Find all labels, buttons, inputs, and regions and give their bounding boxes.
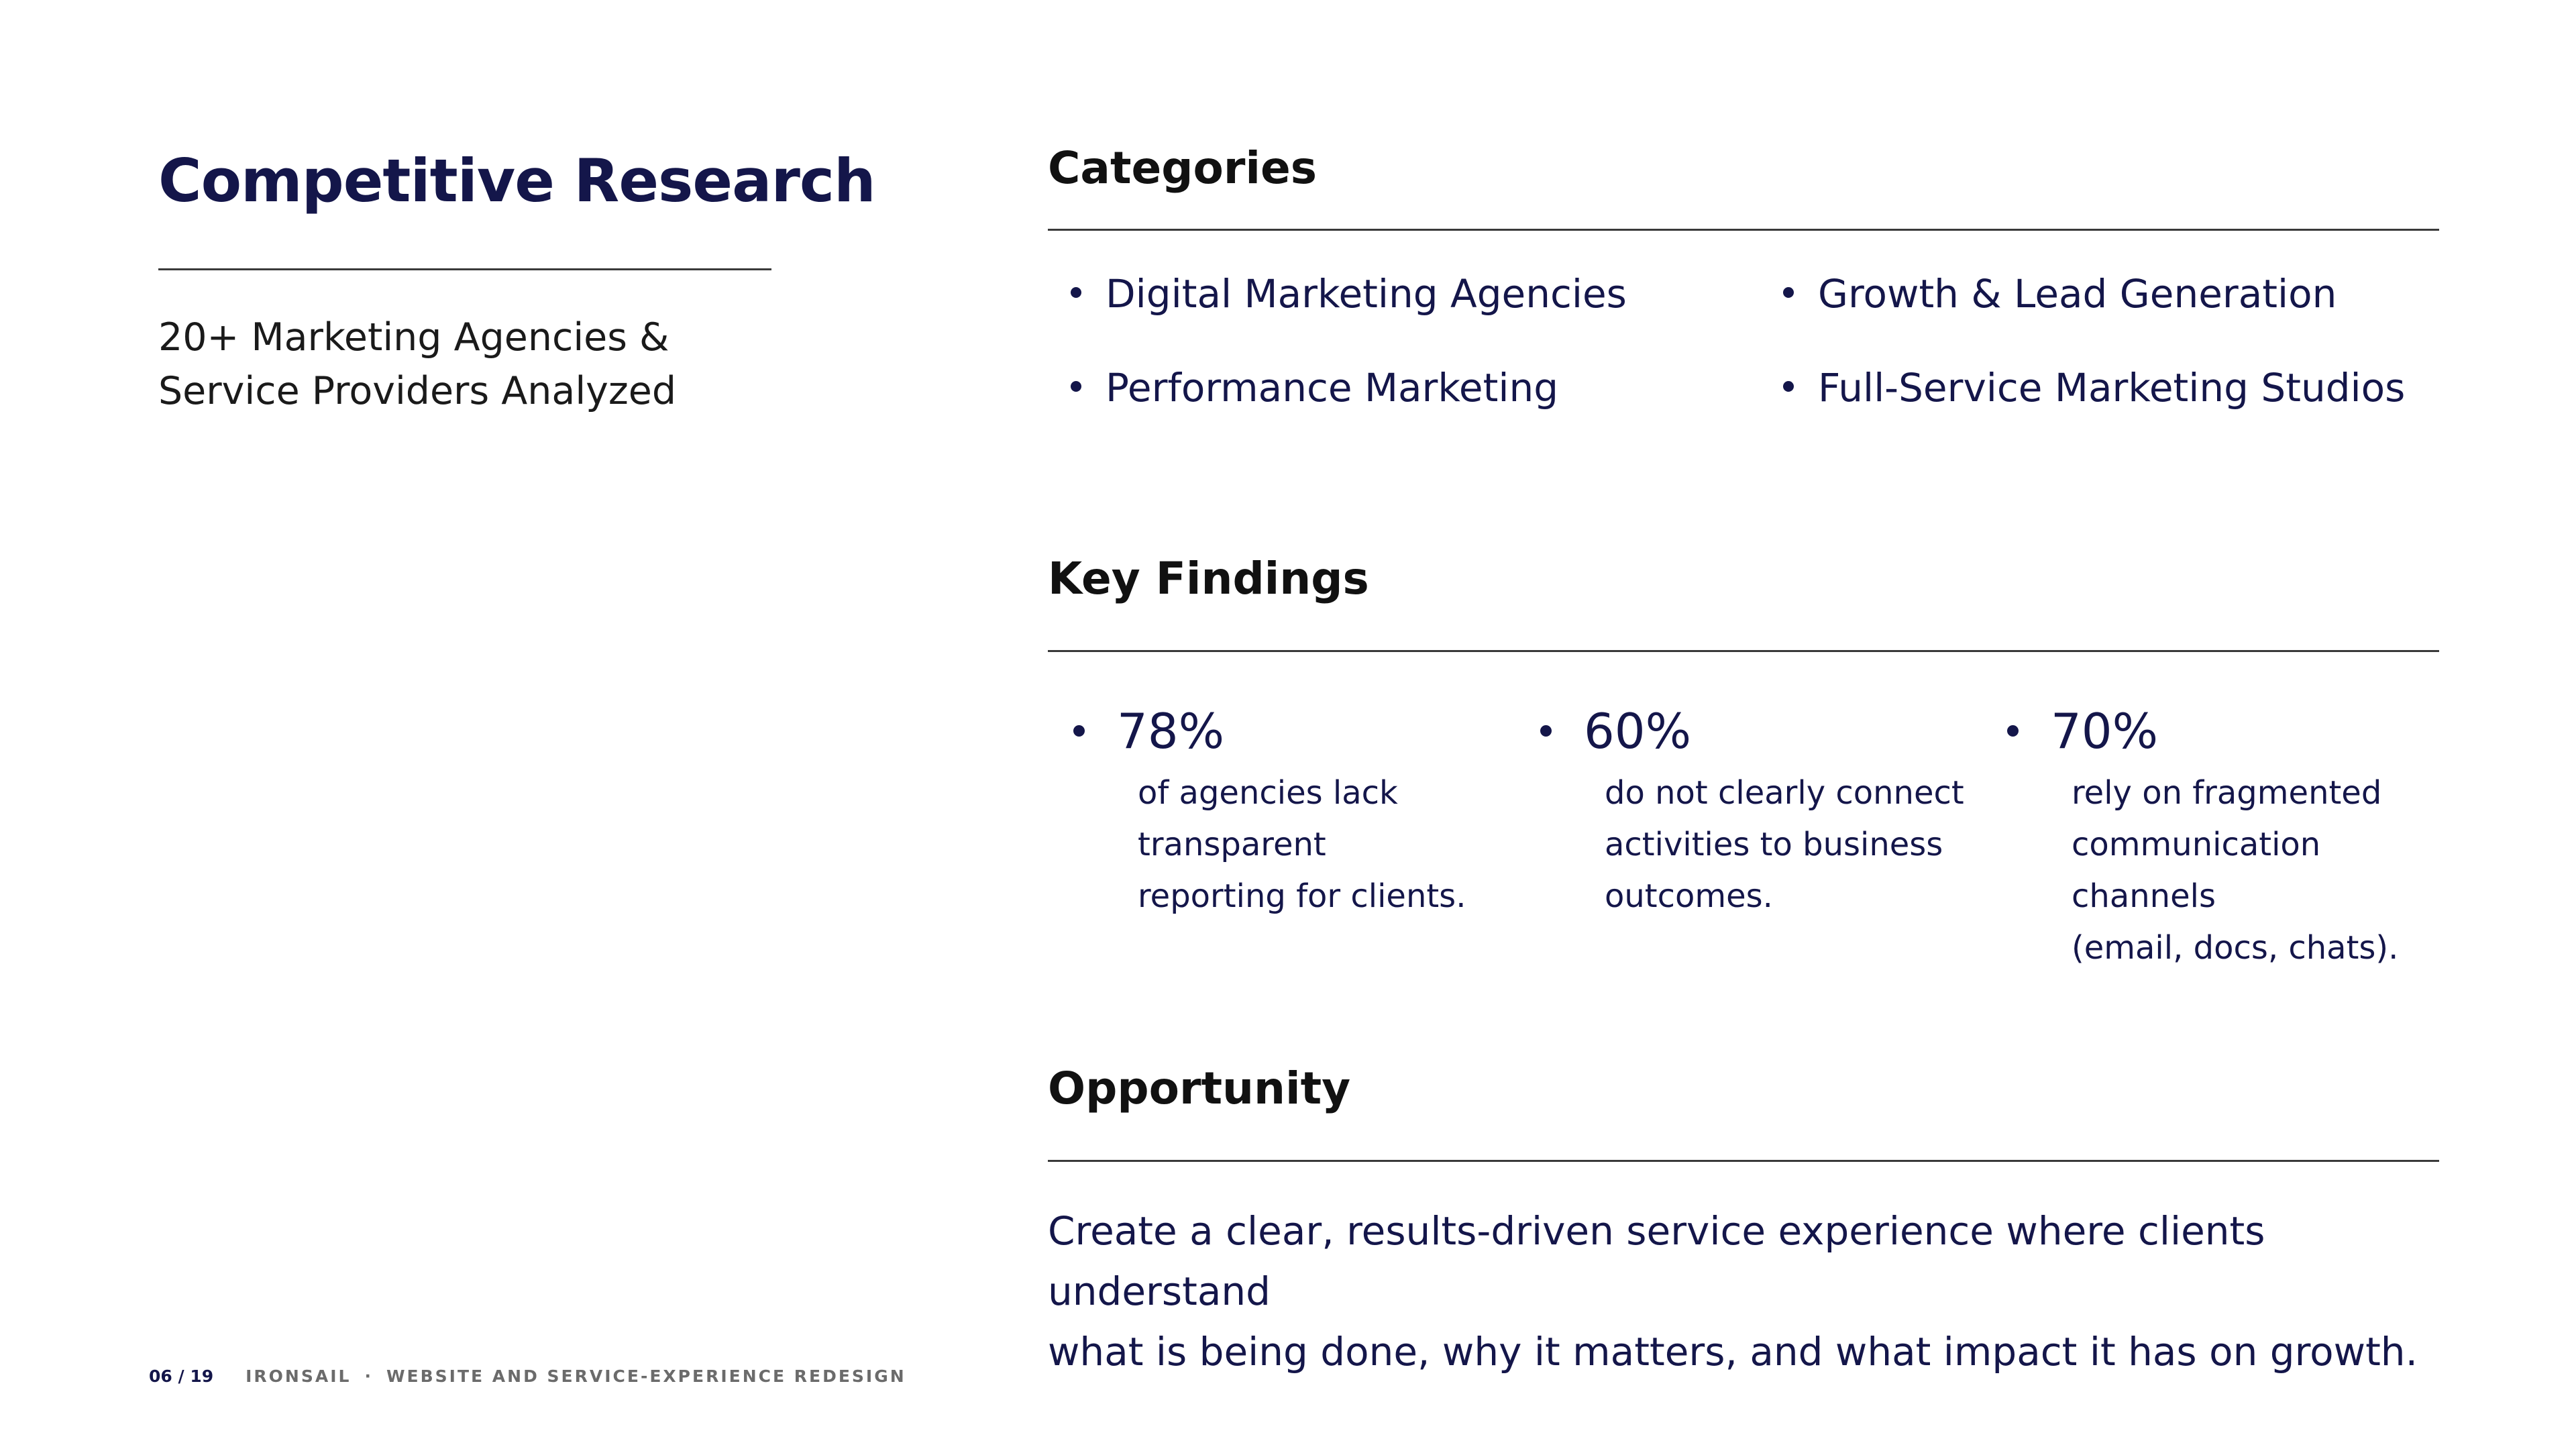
bullet-icon [2007,724,2019,737]
category-item: Performance Marketing [1071,361,1558,415]
bullet-icon [1540,724,1552,737]
finding-stat: 70% [2007,698,2436,765]
finding-description: rely on fragmented communication channel… [2072,767,2474,974]
opportunity-heading: Opportunity [1048,1063,1351,1114]
categories-divider [1048,229,2439,231]
opportunity-divider [1048,1160,2439,1162]
opportunity-statement: Create a clear, results-driven service e… [1048,1201,2457,1382]
categories-heading: Categories [1048,142,1318,194]
finding-line: outcomes. [1605,877,1773,915]
opportunity-line: what is being done, why it matters, and … [1048,1329,2418,1375]
footer-brand: IRONSAIL [246,1366,352,1386]
finding-percent: 78% [1117,703,1225,759]
finding-item: 70% rely on fragmented communication cha… [2007,698,2436,974]
subtitle-line: 20+ Marketing Agencies & [158,315,669,360]
category-label: Performance Marketing [1106,365,1559,411]
bullet-icon [1783,380,1794,392]
category-label: Full-Service Marketing Studios [1818,365,2406,411]
category-item: Growth & Lead Generation [1783,267,2337,321]
bullet-icon [1071,380,1081,392]
page-title: Competitive Research [158,146,876,215]
finding-line: do not clearly connect [1605,774,1964,812]
finding-percent: 60% [1584,703,1692,759]
finding-item: 78% of agencies lack transparent reporti… [1073,698,1503,922]
finding-line: reporting for clients. [1138,877,1466,915]
finding-line: transparent [1138,826,1326,863]
finding-line: of agencies lack [1138,774,1398,812]
finding-description: of agencies lack transparent reporting f… [1138,767,1540,922]
category-item: Full-Service Marketing Studios [1783,361,2405,415]
category-label: Growth & Lead Generation [1818,271,2337,317]
key-findings-heading: Key Findings [1048,553,1369,604]
opportunity-line: Create a clear, results-driven service e… [1048,1208,2265,1314]
footer: 06 / 19 IRONSAIL · WEBSITE AND SERVICE-EXPE… [149,1366,906,1387]
finding-line: (email, docs, chats). [2072,929,2399,967]
subtitle-line: Service Providers Analyzed [158,369,677,413]
finding-percent: 70% [2051,703,2159,759]
finding-description: do not clearly connect activities to bus… [1605,767,2007,922]
key-findings-divider [1048,650,2439,652]
category-label: Digital Marketing Agencies [1106,271,1627,317]
footer-project: WEBSITE AND SERVICE-EXPERIENCE REDESIGN [386,1366,906,1386]
title-divider [158,268,771,270]
finding-line: activities to business [1605,826,1943,863]
finding-stat: 78% [1073,698,1503,765]
finding-stat: 60% [1540,698,1970,765]
bullet-icon [1783,286,1794,298]
finding-item: 60% do not clearly connect activities to… [1540,698,1970,922]
bullet-icon [1073,724,1085,737]
footer-separator: · [364,1366,373,1386]
finding-line: rely on fragmented [2072,774,2382,812]
finding-line: communication channels [2072,826,2321,915]
page-number: 06 / 19 [149,1366,214,1386]
left-column: Competitive Research [158,141,876,221]
subtitle: 20+ Marketing Agencies & Service Provide… [158,311,762,418]
bullet-icon [1071,286,1081,298]
category-item: Digital Marketing Agencies [1071,267,1627,321]
